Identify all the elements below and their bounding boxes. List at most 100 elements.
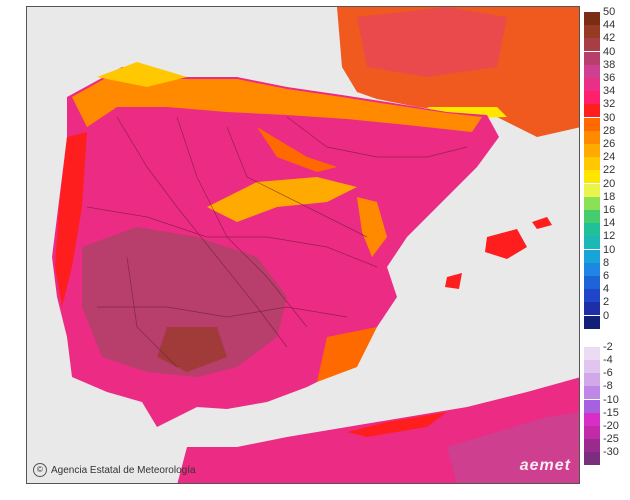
legend-row: 50 — [584, 6, 630, 25]
legend-label: -4 — [603, 354, 613, 366]
legend-swatch — [584, 130, 600, 144]
legend-label: 38 — [603, 58, 616, 71]
color-legend: 50 44 42 40 38 36 34 32 30 28 26 24 22 20 18 16 14 12 10 8 6… — [584, 6, 630, 486]
legend-label: -15 — [603, 406, 619, 419]
legend-swatch — [584, 386, 600, 400]
legend-row: 38 — [584, 59, 630, 78]
legend-swatch — [584, 360, 600, 373]
legend-label: -30 — [603, 446, 619, 459]
copyright-icon: © — [33, 463, 47, 477]
legend-label: 28 — [603, 124, 616, 137]
legend-row: 44 — [584, 19, 630, 39]
legend-row: 22 — [584, 164, 630, 184]
credit-text: Agencia Estatal de Meteorología — [51, 464, 196, 476]
legend-row: -6 — [584, 367, 630, 387]
legend-row: 10 — [584, 244, 630, 263]
legend-swatch — [584, 439, 600, 453]
legend-swatch — [584, 289, 600, 303]
legend-swatch — [584, 196, 600, 210]
legend-swatch — [584, 144, 600, 157]
legend-label: -8 — [603, 380, 613, 393]
legend-row: 16 — [584, 204, 630, 223]
legend-swatch — [584, 426, 600, 439]
legend-label: 20 — [603, 177, 616, 190]
balearic-islands — [485, 229, 527, 259]
legend-label: 30 — [603, 111, 616, 124]
legend-swatch — [584, 223, 600, 237]
legend-label: 6 — [603, 270, 610, 282]
legend-swatch — [584, 25, 600, 39]
legend-label: -6 — [603, 367, 613, 380]
legend-label: 22 — [603, 164, 616, 177]
legend-row: 12 — [584, 230, 630, 250]
legend-swatch — [584, 38, 600, 52]
legend-label: -20 — [603, 420, 619, 432]
legend-swatch — [584, 170, 600, 184]
legend-row: 30 — [584, 112, 630, 131]
legend-row: 32 — [584, 98, 630, 118]
legend-swatch — [584, 51, 600, 65]
legend-label: 14 — [603, 217, 616, 230]
legend-row: 42 — [584, 32, 630, 52]
legend-row: 14 — [584, 217, 630, 237]
legend-swatch — [584, 104, 600, 118]
temperature-map: © Agencia Estatal de Meteorología aemet — [26, 6, 580, 484]
legend-label: 10 — [603, 243, 616, 256]
legend-label: -25 — [603, 433, 619, 446]
legend-row: -15 — [584, 407, 630, 426]
legend-label: 8 — [603, 256, 610, 269]
legend-swatch — [584, 262, 600, 276]
legend-label: 4 — [603, 283, 610, 296]
legend-label: 34 — [603, 85, 616, 98]
legend-label: 40 — [603, 45, 616, 58]
legend-label: 16 — [603, 204, 616, 216]
legend-row: 28 — [584, 125, 630, 144]
legend-label: 18 — [603, 190, 616, 203]
legend-row: -30 — [584, 446, 630, 466]
legend-label: 2 — [603, 296, 610, 309]
legend-swatch — [584, 346, 600, 360]
legend-swatch — [584, 183, 600, 197]
legend-label: -10 — [603, 393, 619, 406]
legend-swatch — [584, 12, 600, 25]
legend-row: -8 — [584, 380, 630, 400]
legend-row: 6 — [584, 270, 630, 289]
legend-row: 20 — [584, 178, 630, 197]
legend-label: 0 — [603, 309, 610, 322]
legend-swatch — [584, 276, 600, 289]
aemet-logo: aemet — [519, 457, 571, 474]
legend-swatch — [584, 78, 600, 91]
legend-row: 2 — [584, 296, 630, 316]
legend-swatch — [584, 210, 600, 223]
legend-swatch — [584, 315, 600, 329]
legend-row: 36 — [584, 72, 630, 91]
credit: © Agencia Estatal de Meteorología — [33, 463, 196, 477]
legend-label: 50 — [603, 6, 616, 18]
legend-row: -25 — [584, 433, 630, 453]
legend-row: 18 — [584, 191, 630, 210]
legend-row: 0 — [584, 310, 630, 329]
legend-row: -2 — [584, 341, 630, 360]
legend-row: 26 — [584, 138, 630, 157]
legend-label: 42 — [603, 32, 616, 45]
legend-row: 8 — [584, 257, 630, 276]
legend-row: -10 — [584, 394, 630, 413]
legend-swatch — [584, 157, 600, 171]
legend-row: 4 — [584, 283, 630, 303]
legend-swatch — [584, 412, 600, 426]
legend-swatch — [584, 452, 600, 466]
legend-row: 24 — [584, 151, 630, 171]
legend-label: 24 — [603, 151, 616, 164]
legend-swatch — [584, 117, 600, 131]
legend-label: 26 — [603, 138, 616, 150]
legend-label: 12 — [603, 230, 616, 243]
legend-swatch — [584, 91, 600, 105]
legend-row: 40 — [584, 46, 630, 65]
legend-swatch — [584, 236, 600, 250]
legend-label: 44 — [603, 19, 616, 32]
legend-label: -2 — [603, 340, 613, 353]
legend-swatch — [584, 399, 600, 413]
legend-swatch — [584, 373, 600, 387]
legend-row: -20 — [584, 420, 630, 439]
legend-label: 36 — [603, 72, 616, 84]
